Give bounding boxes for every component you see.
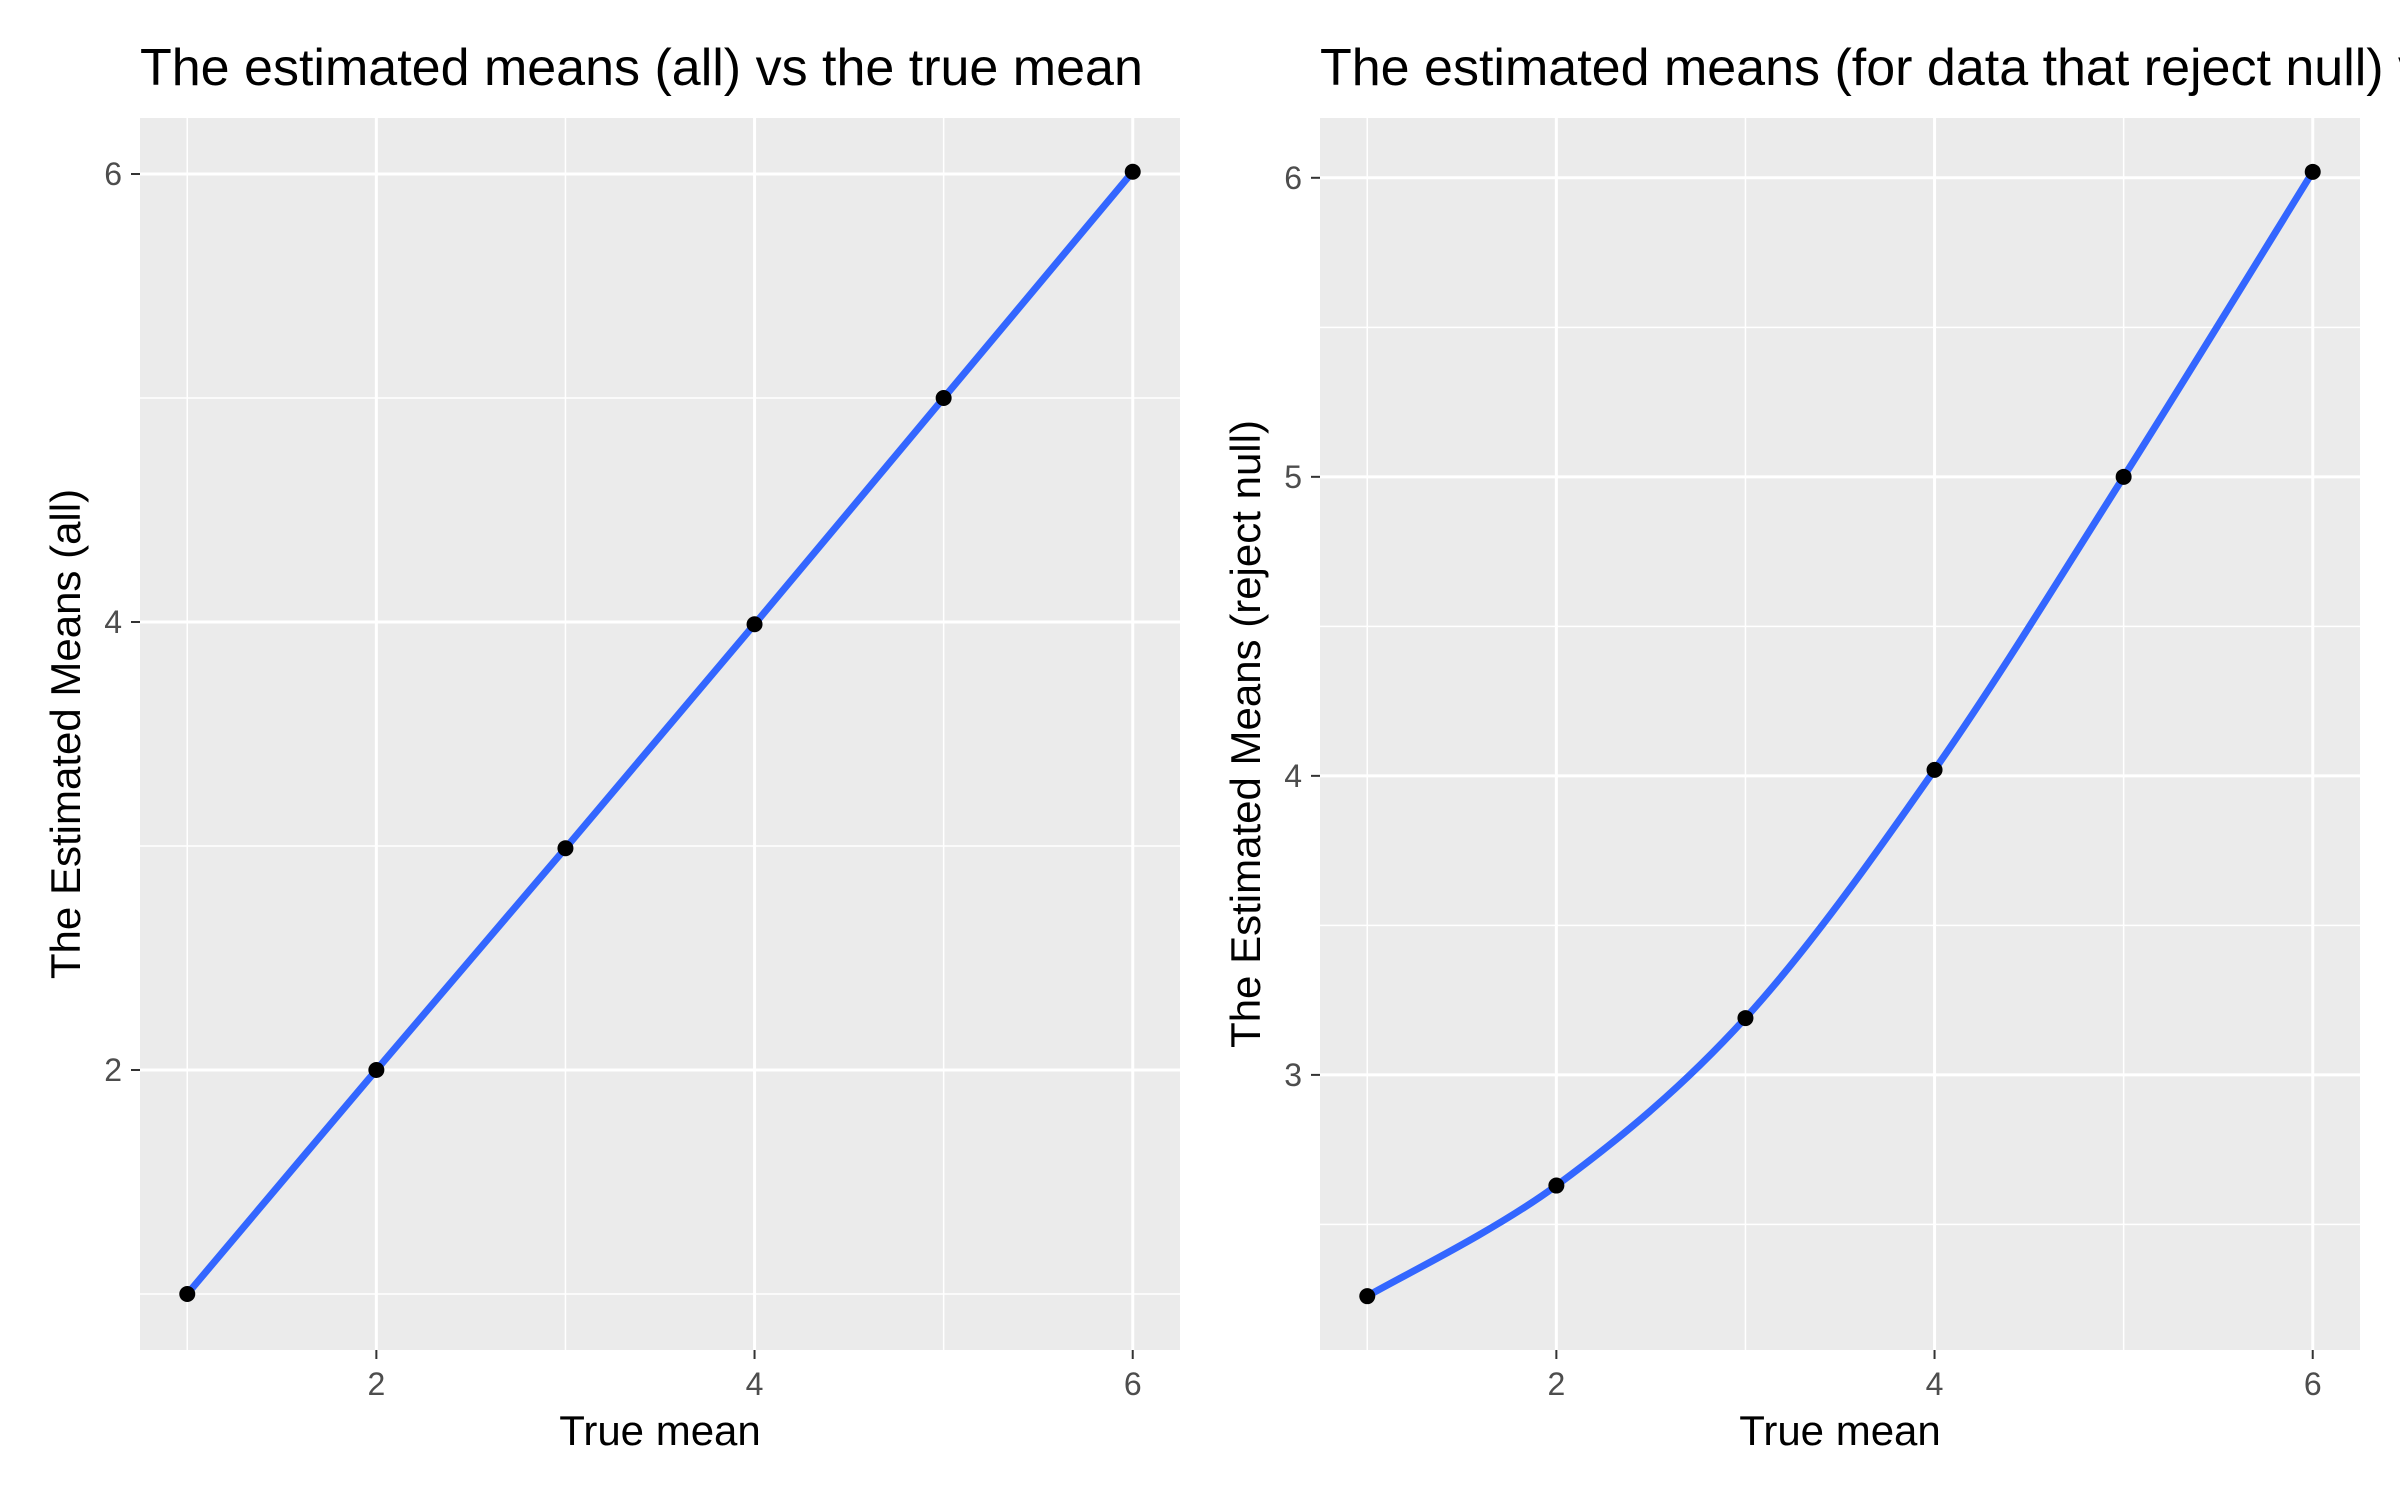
y-axis-title: The Estimated Means (reject null) (1222, 420, 1269, 1048)
x-tick-label: 4 (746, 1366, 764, 1402)
y-tick-label: 4 (1284, 758, 1302, 794)
y-tick-label: 6 (104, 156, 122, 192)
y-tick-label: 5 (1284, 459, 1302, 495)
data-point (2304, 163, 2321, 180)
data-point (368, 1062, 385, 1078)
x-axis: 2 4 6 (367, 1350, 1142, 1402)
data-point (1548, 1177, 1565, 1194)
y-axis-title: The Estimated Means (all) (42, 489, 89, 979)
y-tick-label: 6 (1284, 160, 1302, 196)
y-tick-label: 4 (104, 604, 122, 640)
x-axis: 2 4 6 (1547, 1350, 2322, 1402)
chart-title: The estimated means (for data that rejec… (1320, 39, 2400, 97)
data-marks (1359, 163, 2321, 1305)
y-tick-label: 2 (104, 1052, 122, 1088)
x-tick-label: 4 (1926, 1366, 1944, 1402)
data-point (1124, 163, 1141, 180)
data-point (746, 616, 763, 633)
panel-all: The estimated means (all) vs the true me… (42, 39, 1180, 1454)
y-axis: 3 4 5 6 (1284, 160, 1320, 1093)
data-point (1737, 1010, 1754, 1027)
data-point (557, 840, 574, 857)
y-tick-label: 3 (1284, 1057, 1302, 1093)
data-point (1926, 761, 1943, 778)
data-marks (179, 163, 1141, 1302)
grid (1320, 118, 2360, 1350)
x-tick-label: 2 (367, 1366, 385, 1402)
x-axis-title: True mean (559, 1407, 761, 1454)
plot-background (1320, 118, 2360, 1350)
x-tick-label: 6 (2304, 1366, 2322, 1402)
panel-reject-null: The estimated means (for data that rejec… (1222, 39, 2400, 1454)
data-point (2115, 468, 2132, 485)
x-tick-label: 2 (1547, 1366, 1565, 1402)
grid (140, 118, 1180, 1350)
series-line (183, 168, 1137, 1298)
data-point (1359, 1288, 1376, 1305)
chart-title: The estimated means (all) vs the true me… (140, 39, 1143, 97)
data-point (179, 1286, 196, 1302)
x-tick-label: 6 (1124, 1366, 1142, 1402)
data-point (935, 390, 952, 406)
y-axis: 2 4 6 (104, 156, 140, 1088)
x-axis-title: True mean (1739, 1407, 1941, 1454)
